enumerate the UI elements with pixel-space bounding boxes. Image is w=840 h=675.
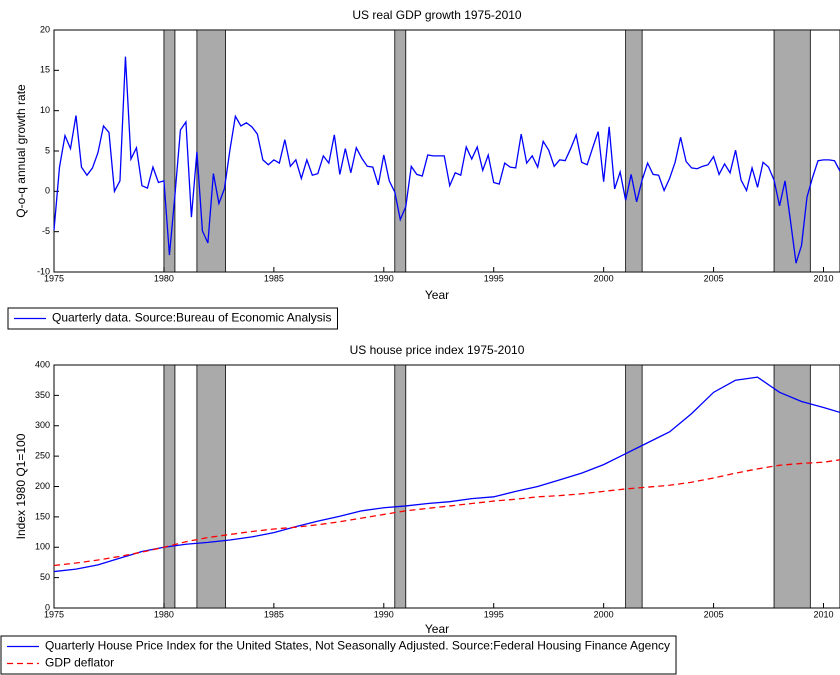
- recession-band: [394, 29, 407, 273]
- y-tick-label: 0: [45, 602, 50, 612]
- recession-band: [196, 29, 226, 273]
- legend-box: [0, 635, 677, 675]
- x-tick-label: 1990: [374, 609, 394, 619]
- series-line: [53, 376, 840, 573]
- x-tick-label: 2005: [704, 273, 724, 283]
- x-tick-label: 1995: [484, 273, 504, 283]
- x-tick-label: 2010: [813, 609, 833, 619]
- y-tick-label: 100: [35, 542, 50, 552]
- legend: Quarterly data. Source:Bureau of Economi…: [7, 307, 338, 330]
- recession-band: [625, 29, 643, 273]
- y-tick-label: 50: [40, 572, 50, 582]
- chart-title: US real GDP growth 1975-2010: [352, 8, 522, 22]
- x-tick-label: 1985: [264, 609, 284, 619]
- recession-band: [394, 364, 407, 609]
- x-tick-label: 1990: [374, 273, 394, 283]
- legend-box: [7, 307, 338, 330]
- legend-label: Quarterly House Price Index for the Unit…: [45, 639, 670, 653]
- legend-label: GDP deflator: [45, 656, 114, 670]
- y-axis-label: Index 1980 Q1=100: [14, 433, 28, 539]
- y-tick-label: 200: [35, 481, 50, 491]
- y-tick-label: 150: [35, 511, 50, 521]
- chart-title: US house price index 1975-2010: [350, 343, 525, 357]
- x-tick-label: 1985: [264, 273, 284, 283]
- recession-band: [773, 364, 811, 609]
- x-axis-label: Year: [425, 622, 449, 636]
- y-tick-label: 400: [35, 359, 50, 369]
- y-tick-label: 300: [35, 420, 50, 430]
- x-tick-label: 1980: [154, 273, 174, 283]
- y-tick-label: 20: [40, 24, 50, 34]
- x-tick-label: 1980: [154, 609, 174, 619]
- x-tick-label: 1995: [484, 609, 504, 619]
- x-axis-label: Year: [425, 288, 449, 302]
- recession-band: [163, 364, 176, 609]
- recession-band: [196, 364, 226, 609]
- y-tick-label: 350: [35, 390, 50, 400]
- plot-area: [53, 364, 840, 609]
- x-tick-label: 1975: [44, 609, 64, 619]
- plot-area: [53, 29, 840, 273]
- recession-band: [163, 29, 176, 273]
- y-tick-label: 0: [45, 186, 50, 196]
- x-tick-label: 2005: [704, 609, 724, 619]
- y-tick-label: 15: [40, 65, 50, 75]
- recession-band: [625, 364, 643, 609]
- legend: Quarterly House Price Index for the Unit…: [0, 635, 677, 675]
- y-tick-label: 10: [40, 105, 50, 115]
- series-line: [53, 56, 840, 264]
- x-tick-label: 2010: [813, 273, 833, 283]
- x-tick-label: 2000: [594, 273, 614, 283]
- y-tick-label: -10: [37, 266, 50, 276]
- y-tick-label: 250: [35, 451, 50, 461]
- x-tick-label: 2000: [594, 609, 614, 619]
- series-line: [53, 459, 840, 567]
- legend-label: Quarterly data. Source:Bureau of Economi…: [52, 311, 331, 325]
- y-axis-label: Q-o-q annual growth rate: [14, 84, 28, 218]
- x-tick-label: 1975: [44, 273, 64, 283]
- y-tick-label: -5: [42, 226, 50, 236]
- y-tick-label: 5: [45, 145, 50, 155]
